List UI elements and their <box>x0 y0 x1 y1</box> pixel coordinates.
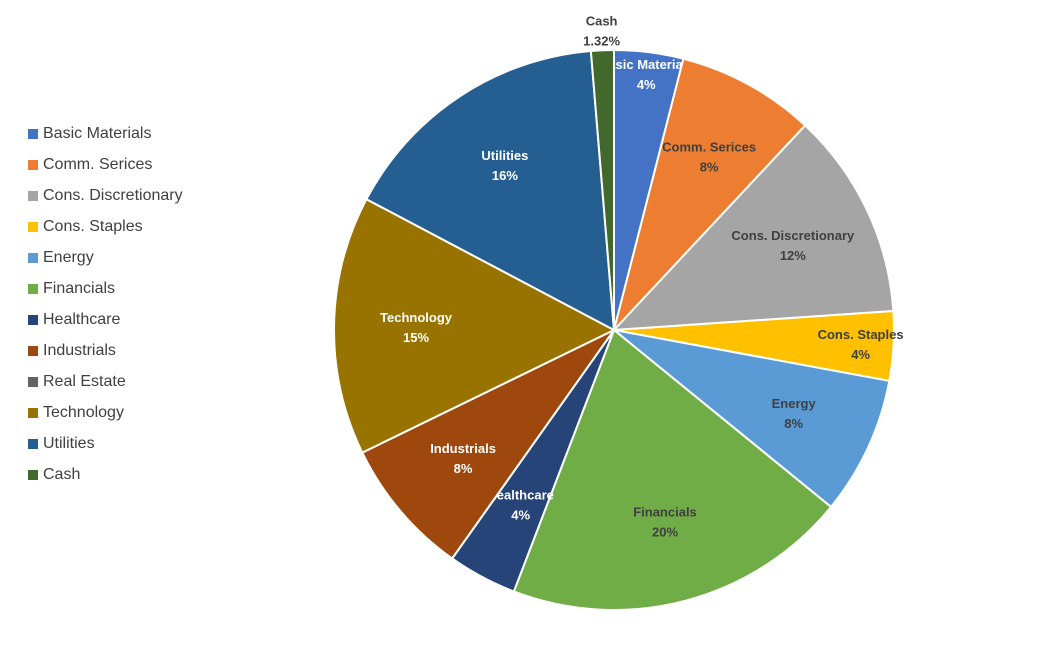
slice-value-label: 15% <box>403 330 429 345</box>
slice-name-label: Healthcare <box>487 488 553 503</box>
legend-swatch <box>28 221 38 232</box>
legend-swatch <box>28 438 38 449</box>
legend-entry: Basic Materials <box>28 118 183 149</box>
slice-value-label: 20% <box>652 524 678 539</box>
legend-swatch <box>28 314 38 325</box>
legend-label: Healthcare <box>43 310 121 328</box>
legend-entry: Cons. Staples <box>28 211 183 242</box>
slice-value-label: 1.32% <box>583 33 620 48</box>
legend-swatch <box>28 190 38 201</box>
legend-label: Utilities <box>43 434 95 452</box>
pie-slice <box>589 48 615 331</box>
legend-entry: Utilities <box>28 428 183 459</box>
legend-swatch <box>28 159 38 170</box>
slice-value-label: 8% <box>700 159 719 174</box>
legend-entry: Industrials <box>28 335 183 366</box>
legend-swatch <box>28 345 38 356</box>
slice-name-label: Comm. Serices <box>662 139 756 154</box>
slice-value-label: 16% <box>492 168 518 183</box>
slice-name-label: Basic Materials <box>599 57 694 72</box>
slice-value-label: 8% <box>454 461 473 476</box>
chart-legend: Basic Materials Comm. Serices Cons. Discre… <box>28 118 183 490</box>
legend-label: Financials <box>43 279 116 297</box>
legend-swatch <box>28 283 38 294</box>
slice-name-label: Industrials <box>430 441 496 456</box>
legend-entry: Comm. Serices <box>28 149 183 180</box>
pie-slice <box>512 328 833 611</box>
pie-slice <box>333 197 617 454</box>
slice-name-label: Financials <box>633 504 697 519</box>
legend-entry: Cons. Discretionary <box>28 180 183 211</box>
legend-entry: Energy <box>28 242 183 273</box>
legend-label: Comm. Serices <box>43 155 153 173</box>
legend-entry: Real Estate <box>28 366 183 397</box>
legend-swatch <box>28 469 38 480</box>
legend-swatch <box>28 252 38 263</box>
legend-entry: Healthcare <box>28 304 183 335</box>
pie-slice <box>611 124 895 332</box>
legend-label: Cons. Staples <box>43 217 143 235</box>
legend-entry: Technology <box>28 397 183 428</box>
slice-value-label: 12% <box>780 248 806 263</box>
slice-name-label: Cons. Staples <box>818 327 904 342</box>
legend-swatch <box>28 376 38 387</box>
pie-slice <box>613 329 891 509</box>
pie-slice <box>360 329 615 560</box>
legend-label: Industrials <box>43 341 116 359</box>
legend-label: Real Estate <box>43 372 126 390</box>
slice-name-label: Cons. Discretionary <box>731 228 855 243</box>
slice-name-label: Technology <box>380 310 453 325</box>
pie-slice <box>613 57 807 331</box>
legend-entry: Financials <box>28 273 183 304</box>
legend-swatch <box>28 128 38 139</box>
pie-slice <box>365 49 616 332</box>
slice-value-label: 4% <box>511 508 530 523</box>
legend-swatch <box>28 407 38 418</box>
legend-label: Cash <box>43 465 81 483</box>
legend-label: Cons. Discretionary <box>43 186 183 204</box>
slice-value-label: 8% <box>784 416 803 431</box>
legend-label: Basic Materials <box>43 124 152 142</box>
slice-name-label: Cash <box>586 13 618 28</box>
legend-label: Energy <box>43 248 94 266</box>
legend-entry: Cash <box>28 459 183 490</box>
slice-value-label: 4% <box>851 347 870 362</box>
legend-label: Technology <box>43 403 124 421</box>
slice-name-label: Utilities <box>481 148 528 163</box>
slice-value-label: 4% <box>637 77 656 92</box>
slice-name-label: Energy <box>772 396 817 411</box>
